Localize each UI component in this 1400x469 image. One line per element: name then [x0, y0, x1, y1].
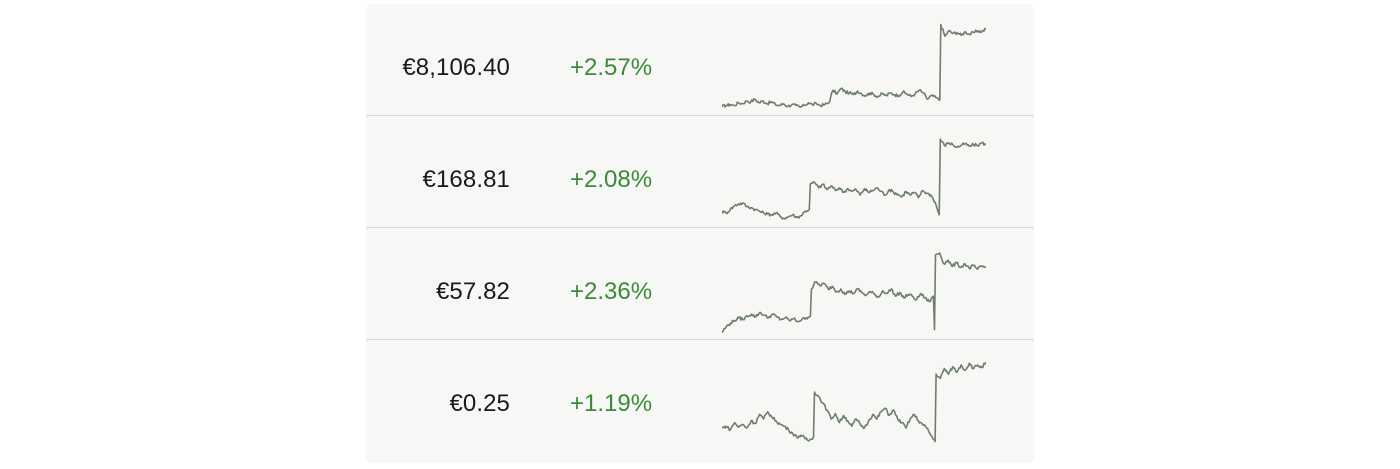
price-value: €168.81	[422, 166, 510, 193]
sparkline-path	[722, 138, 986, 220]
list-item[interactable]: €168.81 +2.08%	[366, 116, 1034, 228]
sparkline-path	[722, 23, 986, 109]
sparkline-chart	[722, 23, 986, 109]
percent-change: +2.36%	[570, 278, 653, 305]
percent-change: +2.57%	[570, 54, 653, 81]
sparkline-path	[722, 252, 986, 333]
list-item[interactable]: €57.82 +2.36%	[366, 228, 1034, 340]
stock-list: €8,106.40 +2.57% €168.81 +2.08% €57.82 +…	[366, 4, 1034, 463]
percent-change: +1.19%	[570, 390, 653, 417]
percent-change: +2.08%	[570, 166, 653, 193]
sparkline-chart	[722, 252, 986, 333]
list-item[interactable]: €0.25 +1.19%	[366, 340, 1034, 452]
row-divider	[366, 227, 1034, 228]
price-value: €57.82	[435, 278, 510, 305]
sparkline-chart	[722, 138, 986, 220]
list-item[interactable]: €8,106.40 +2.57%	[366, 4, 1034, 116]
price-value: €0.25	[449, 390, 510, 417]
price-value: €8,106.40	[402, 54, 510, 81]
row-divider	[366, 339, 1034, 340]
sparkline-chart	[722, 361, 986, 443]
row-divider	[366, 115, 1034, 116]
sparkline-path	[722, 361, 986, 443]
